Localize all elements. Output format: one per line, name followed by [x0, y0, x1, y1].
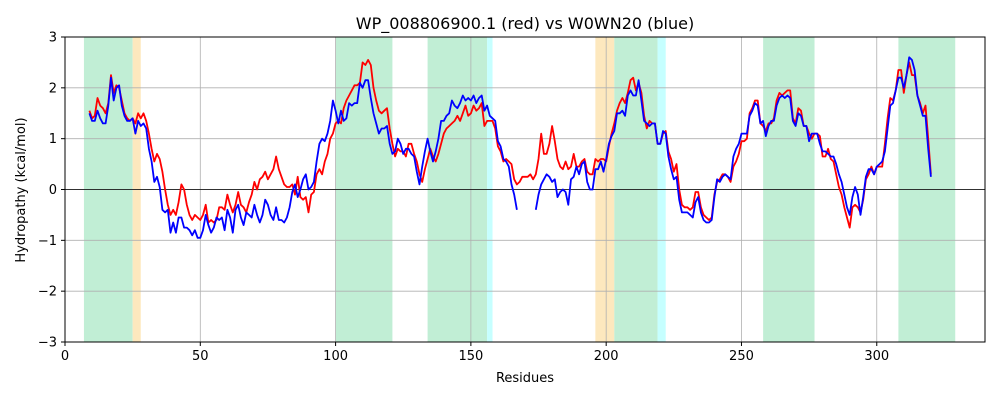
y-axis-label: Hydropathy (kcal/mol) — [14, 117, 29, 262]
x-axis-label: Residues — [496, 371, 554, 386]
x-tick-label: 100 — [323, 349, 348, 364]
blue-series-line — [534, 56, 932, 224]
y-tick-label: 0 — [49, 183, 57, 198]
chart-title: WP_008806900.1 (red) vs W0WN20 (blue) — [356, 14, 694, 34]
y-tick-label: −2 — [38, 285, 57, 300]
x-tick-label: 150 — [458, 349, 483, 364]
red-series-line — [88, 59, 932, 229]
y-tick-label: 1 — [49, 132, 57, 147]
y-tick-label: −3 — [38, 336, 57, 351]
grid-lines — [65, 37, 985, 342]
y-tick-label: 3 — [49, 31, 57, 46]
x-tick-label: 0 — [61, 349, 69, 364]
x-tick-label: 50 — [192, 349, 209, 364]
x-tick-label: 250 — [729, 349, 754, 364]
y-tick-label: 2 — [49, 81, 57, 96]
y-tick-label: −1 — [38, 234, 57, 249]
x-tick-label: 200 — [594, 349, 619, 364]
series-lines — [88, 56, 932, 239]
blue-series-line — [88, 76, 518, 239]
axis-ticks: 0 50 100 150 200 250 300 −3 −2 −1 0 1 2 3 — [38, 31, 889, 365]
x-tick-label: 300 — [864, 349, 889, 364]
